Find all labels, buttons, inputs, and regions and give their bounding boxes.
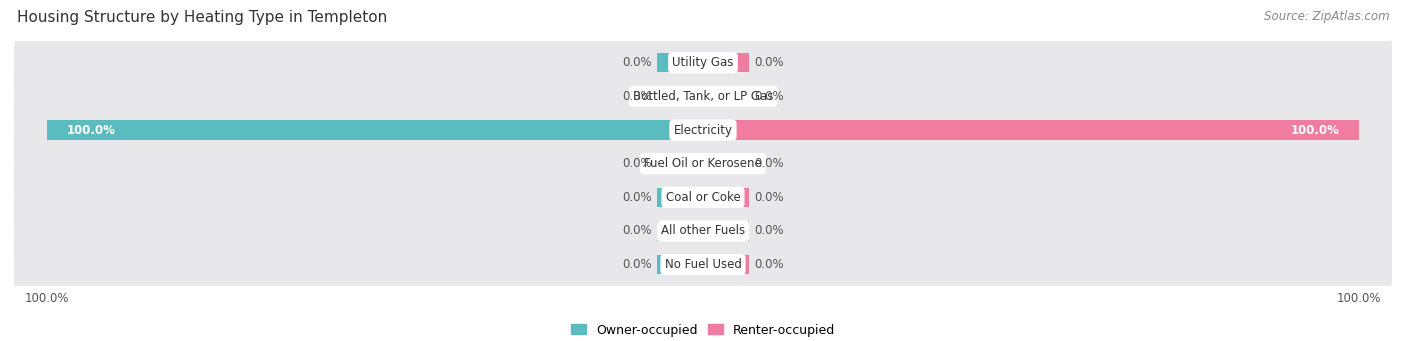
Bar (657, 154, 703, 173)
Text: 0.0%: 0.0% (754, 191, 783, 204)
Bar (703, 154, 749, 173)
Text: Bottled, Tank, or LP Gas: Bottled, Tank, or LP Gas (633, 90, 773, 103)
FancyBboxPatch shape (14, 168, 1392, 226)
Text: Utility Gas: Utility Gas (672, 56, 734, 69)
Text: 0.0%: 0.0% (623, 157, 652, 170)
FancyBboxPatch shape (14, 236, 1392, 294)
Text: 0.0%: 0.0% (754, 56, 783, 69)
Bar (703, 87, 749, 106)
Text: 100.0%: 100.0% (66, 123, 115, 136)
Text: 100.0%: 100.0% (1291, 123, 1340, 136)
Bar (703, 188, 749, 207)
Text: Coal or Coke: Coal or Coke (665, 191, 741, 204)
Text: 0.0%: 0.0% (623, 90, 652, 103)
Text: 0.0%: 0.0% (754, 157, 783, 170)
Bar (703, 53, 749, 73)
Text: 0.0%: 0.0% (623, 258, 652, 271)
FancyBboxPatch shape (14, 34, 1392, 92)
Text: Fuel Oil or Kerosene: Fuel Oil or Kerosene (644, 157, 762, 170)
FancyBboxPatch shape (14, 101, 1392, 159)
Text: 0.0%: 0.0% (754, 224, 783, 237)
Bar (657, 87, 703, 106)
FancyBboxPatch shape (14, 202, 1392, 260)
Bar (703, 221, 749, 241)
Text: 0.0%: 0.0% (754, 90, 783, 103)
Bar (46, 120, 703, 140)
Text: 0.0%: 0.0% (623, 224, 652, 237)
Bar (657, 255, 703, 274)
FancyBboxPatch shape (14, 135, 1392, 193)
Bar (657, 53, 703, 73)
Bar (703, 255, 749, 274)
Text: Source: ZipAtlas.com: Source: ZipAtlas.com (1264, 10, 1389, 23)
Text: 0.0%: 0.0% (754, 258, 783, 271)
Text: 0.0%: 0.0% (623, 191, 652, 204)
Legend: Owner-occupied, Renter-occupied: Owner-occupied, Renter-occupied (567, 318, 839, 341)
Bar (657, 188, 703, 207)
Bar (657, 221, 703, 241)
Text: Housing Structure by Heating Type in Templeton: Housing Structure by Heating Type in Tem… (17, 10, 387, 25)
Text: 0.0%: 0.0% (623, 56, 652, 69)
Text: No Fuel Used: No Fuel Used (665, 258, 741, 271)
FancyBboxPatch shape (14, 68, 1392, 125)
Text: All other Fuels: All other Fuels (661, 224, 745, 237)
Text: Electricity: Electricity (673, 123, 733, 136)
Bar (703, 120, 1360, 140)
